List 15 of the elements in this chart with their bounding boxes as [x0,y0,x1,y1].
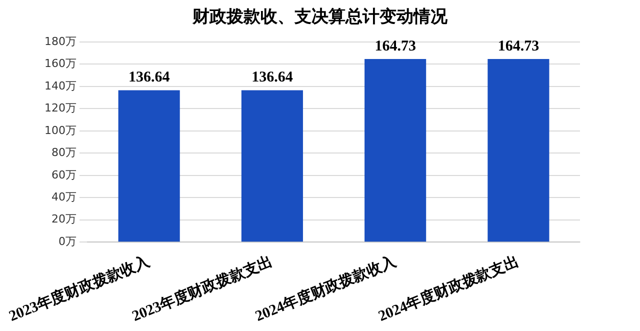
y-tick-label: 40万 [52,190,77,204]
y-tick-label: 80万 [52,146,77,160]
data-label: 164.73 [374,38,416,54]
y-tick-label: 140万 [44,79,77,92]
data-label: 136.64 [252,70,294,86]
y-tick-label: 20万 [52,212,77,226]
y-tick-label: 120万 [44,102,77,115]
chart-title: 财政拨款收、支决算总计变动情况 [191,6,448,29]
y-tick-label: 0万 [58,234,77,248]
data-label: 136.64 [128,70,170,86]
y-tick-label: 100万 [44,124,77,137]
y-tick-label: 180万 [44,34,77,48]
y-tick-label: 160万 [44,57,77,70]
y-tick-label: 60万 [52,168,77,182]
data-label: 164.73 [498,38,540,54]
